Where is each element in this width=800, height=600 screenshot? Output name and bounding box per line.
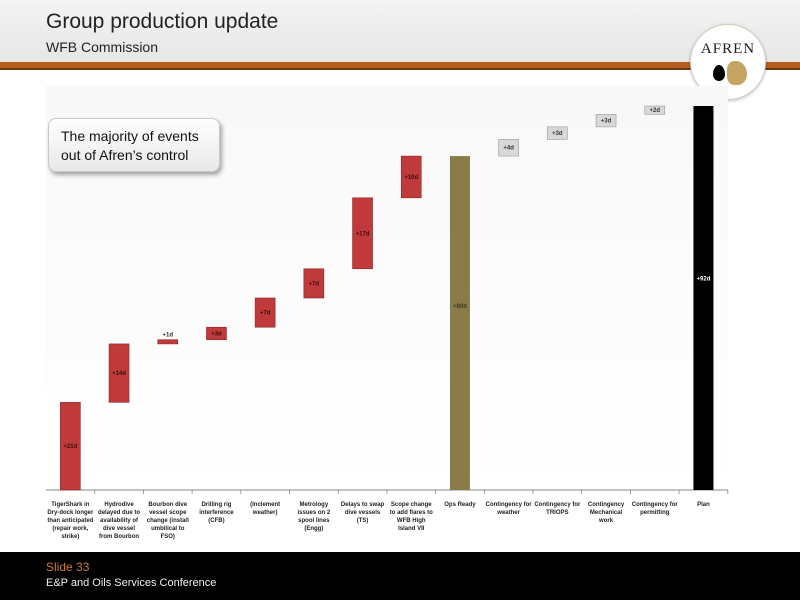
bar-label-1: +21d xyxy=(63,444,77,450)
bar-label-11: +3d xyxy=(552,131,563,137)
callout-box: The majority of events out of Afren’s co… xyxy=(48,118,220,172)
bar-2 xyxy=(108,343,130,403)
bar-3 xyxy=(157,339,179,345)
category-label-4: Drilling rig interference (CFB) xyxy=(199,502,234,524)
header-accent-rule-dark xyxy=(0,68,800,70)
logo-wordmark: AFREN xyxy=(700,41,756,57)
category-label-5: (Inclement weather) xyxy=(250,502,281,516)
bar-14 xyxy=(693,106,714,490)
slide-header: Group production update WFB Commission xyxy=(0,0,800,62)
bar-10 xyxy=(498,139,519,157)
slide-title: Group production update xyxy=(46,10,279,33)
bar-label-2: +14d xyxy=(112,371,126,377)
bar-label-5: +7d xyxy=(260,311,271,317)
bar-label-7: +17d xyxy=(356,231,370,237)
bar-5 xyxy=(254,297,276,328)
bar-7 xyxy=(352,197,373,270)
bar-8 xyxy=(400,155,422,199)
conference-name: E&P and Oils Services Conference xyxy=(46,577,217,589)
bar-6 xyxy=(303,268,325,299)
header-accent-rule xyxy=(0,62,800,68)
category-label-11: Contingency for TRIOPS xyxy=(534,502,581,516)
category-label-10: Contingency for weather xyxy=(485,502,532,516)
category-label-9: Ops Ready xyxy=(444,502,476,508)
slide-number: Slide 33 xyxy=(46,560,90,574)
bar-label-12: +3d xyxy=(601,119,612,125)
bar-9 xyxy=(449,156,470,490)
category-label-6: Metrology issues on 2 spool lines (Engg) xyxy=(297,502,331,532)
oil-drop-icon xyxy=(713,65,725,81)
category-label-2: Hydrodive delayed due to availability of… xyxy=(98,502,141,540)
category-label-1: TigerShark in Dry-dock longer than antic… xyxy=(47,502,94,540)
bar-label-8: +10d xyxy=(404,175,418,181)
bar-4 xyxy=(206,326,227,341)
waterfall-chart: +21d +14d +1d +3d +7d +7d +17d +10d +80d +4d +3d +3… xyxy=(46,105,729,494)
bar-1 xyxy=(60,402,81,491)
bar-13 xyxy=(644,105,666,115)
callout-text: The majority of events out of Afren’s co… xyxy=(61,128,199,163)
category-label-7: Delays to swap dive vessels (TS) xyxy=(340,502,385,524)
afren-logo: AFREN xyxy=(690,24,766,100)
slide-subtitle: WFB Commission xyxy=(46,39,159,55)
category-label-13: Contingency for permitting xyxy=(631,502,678,516)
bar-label-9: +80d xyxy=(453,304,467,310)
bar-12 xyxy=(595,114,617,128)
category-label-3: Bourbon dive vessel scope change (instal… xyxy=(146,502,189,540)
bar-label-14: +92d xyxy=(697,277,711,283)
bar-label-6: +7d xyxy=(309,281,320,287)
category-label-12: Contingency Mechanical work xyxy=(587,502,625,524)
bar-label-3: +1d xyxy=(162,333,173,339)
category-label-8: Scope change to add flares to WFB High I… xyxy=(389,502,433,532)
category-label-14: Plan xyxy=(697,502,710,508)
bar-label-10: +4d xyxy=(503,146,514,152)
africa-map-icon xyxy=(727,61,747,85)
slide-footer xyxy=(0,552,800,600)
bar-label-4: +3d xyxy=(211,331,222,337)
bar-label-13: +2d xyxy=(649,108,660,114)
bar-11 xyxy=(547,126,568,140)
